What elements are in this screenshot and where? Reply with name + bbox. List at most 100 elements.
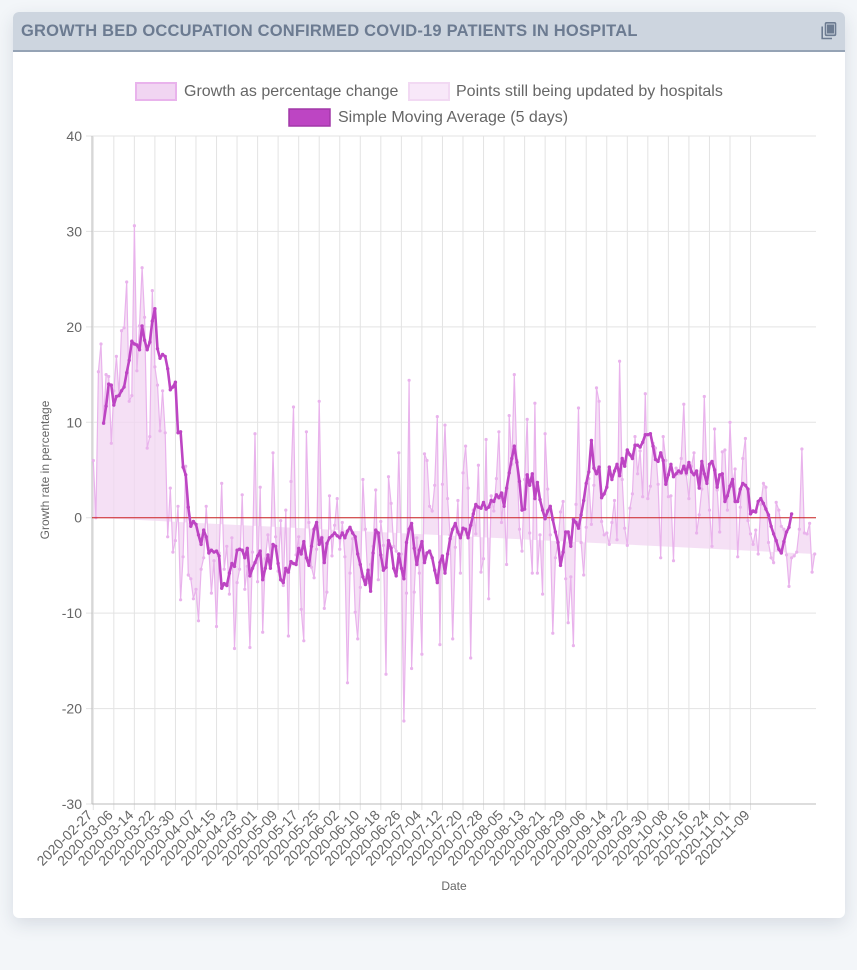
sma-point xyxy=(191,519,196,524)
sma-point xyxy=(546,509,550,513)
growth-point xyxy=(751,542,755,547)
growth-point xyxy=(664,458,668,463)
sma-point xyxy=(258,549,262,553)
growth-point xyxy=(551,631,555,635)
sma-point xyxy=(784,530,789,534)
growth-point xyxy=(363,527,367,531)
growth-point xyxy=(250,550,255,554)
sma-point xyxy=(489,498,493,503)
growth-point xyxy=(415,536,419,540)
sma-point xyxy=(343,536,347,540)
growth-point xyxy=(636,472,640,476)
sma-point xyxy=(664,482,668,486)
sma-point xyxy=(556,540,560,545)
growth-point xyxy=(109,441,113,445)
sma-point xyxy=(435,580,439,585)
sma-point xyxy=(479,506,483,510)
growth-point xyxy=(348,571,352,575)
growth-point xyxy=(256,580,260,584)
sma-point xyxy=(289,559,293,564)
growth-point xyxy=(284,508,288,512)
growth-point xyxy=(610,520,614,525)
growth-point xyxy=(91,458,95,463)
growth-point xyxy=(720,450,724,454)
growth-point xyxy=(520,549,524,553)
growth-point xyxy=(274,535,278,539)
sma-point xyxy=(569,544,573,548)
growth-point xyxy=(379,519,383,524)
growth-point xyxy=(312,576,316,580)
sma-point xyxy=(433,568,437,572)
growth-point xyxy=(479,570,483,574)
sma-point xyxy=(196,533,201,537)
growth-point xyxy=(669,494,673,498)
sma-point xyxy=(368,589,373,593)
sma-point xyxy=(615,462,619,466)
growth-point xyxy=(623,526,627,530)
sma-point xyxy=(381,568,386,572)
growth-point xyxy=(584,525,588,529)
sma-point xyxy=(451,527,455,531)
sma-point xyxy=(759,496,763,501)
growth-point xyxy=(153,365,157,369)
growth-point xyxy=(643,392,647,396)
sma-point xyxy=(168,388,172,392)
sma-point xyxy=(463,527,468,531)
sma-point xyxy=(720,472,724,476)
growth-point xyxy=(158,429,162,433)
sma-point xyxy=(273,544,278,548)
sma-point xyxy=(376,531,380,535)
chart-card: GROWTH BED OCCUPATION CONFIRMED COVID-19… xyxy=(13,12,845,918)
sma-point xyxy=(599,496,604,500)
growth-point xyxy=(173,539,177,543)
sma-point xyxy=(687,460,691,465)
sma-point xyxy=(112,403,116,407)
sma-point xyxy=(145,348,149,352)
sma-point xyxy=(648,432,653,436)
sma-point xyxy=(160,352,165,357)
sma-point xyxy=(415,562,419,567)
sma-point xyxy=(597,465,601,469)
growth-point xyxy=(351,537,355,541)
sma-point xyxy=(317,542,321,547)
sma-point xyxy=(602,492,606,496)
growth-point xyxy=(566,621,570,625)
growth-point xyxy=(376,578,380,582)
growth-point xyxy=(258,485,262,489)
copy-icon[interactable] xyxy=(821,22,837,40)
growth-point xyxy=(402,719,406,723)
growth-point xyxy=(345,681,350,685)
sma-point xyxy=(207,551,211,555)
sma-point xyxy=(173,380,178,384)
sma-point xyxy=(268,566,273,570)
growth-point xyxy=(561,499,565,504)
sma-point xyxy=(746,487,750,491)
growth-point xyxy=(756,552,760,556)
growth-point xyxy=(517,527,522,531)
sma-point xyxy=(710,459,714,464)
sma-point xyxy=(420,539,424,544)
growth-point xyxy=(489,494,493,498)
sma-point xyxy=(761,501,766,506)
growth-point xyxy=(243,587,247,591)
sma-point xyxy=(422,560,427,565)
growth-point xyxy=(225,544,229,548)
growth-point xyxy=(800,447,804,451)
sma-point xyxy=(366,568,370,572)
sma-point xyxy=(189,524,193,528)
sma-point xyxy=(787,525,791,529)
sma-point xyxy=(202,528,206,532)
growth-point xyxy=(453,545,457,549)
card-title: GROWTH BED OCCUPATION CONFIRMED COVID-19… xyxy=(21,21,638,40)
sma-point xyxy=(564,530,568,534)
sma-point xyxy=(245,546,249,550)
sma-point xyxy=(402,577,406,581)
sma-point xyxy=(707,462,712,466)
growth-point xyxy=(733,467,737,471)
growth-point xyxy=(481,557,486,561)
sma-point xyxy=(643,433,647,437)
growth-point xyxy=(181,555,185,559)
growth-point xyxy=(140,266,144,270)
sma-point xyxy=(741,481,745,486)
growth-point xyxy=(571,644,576,648)
